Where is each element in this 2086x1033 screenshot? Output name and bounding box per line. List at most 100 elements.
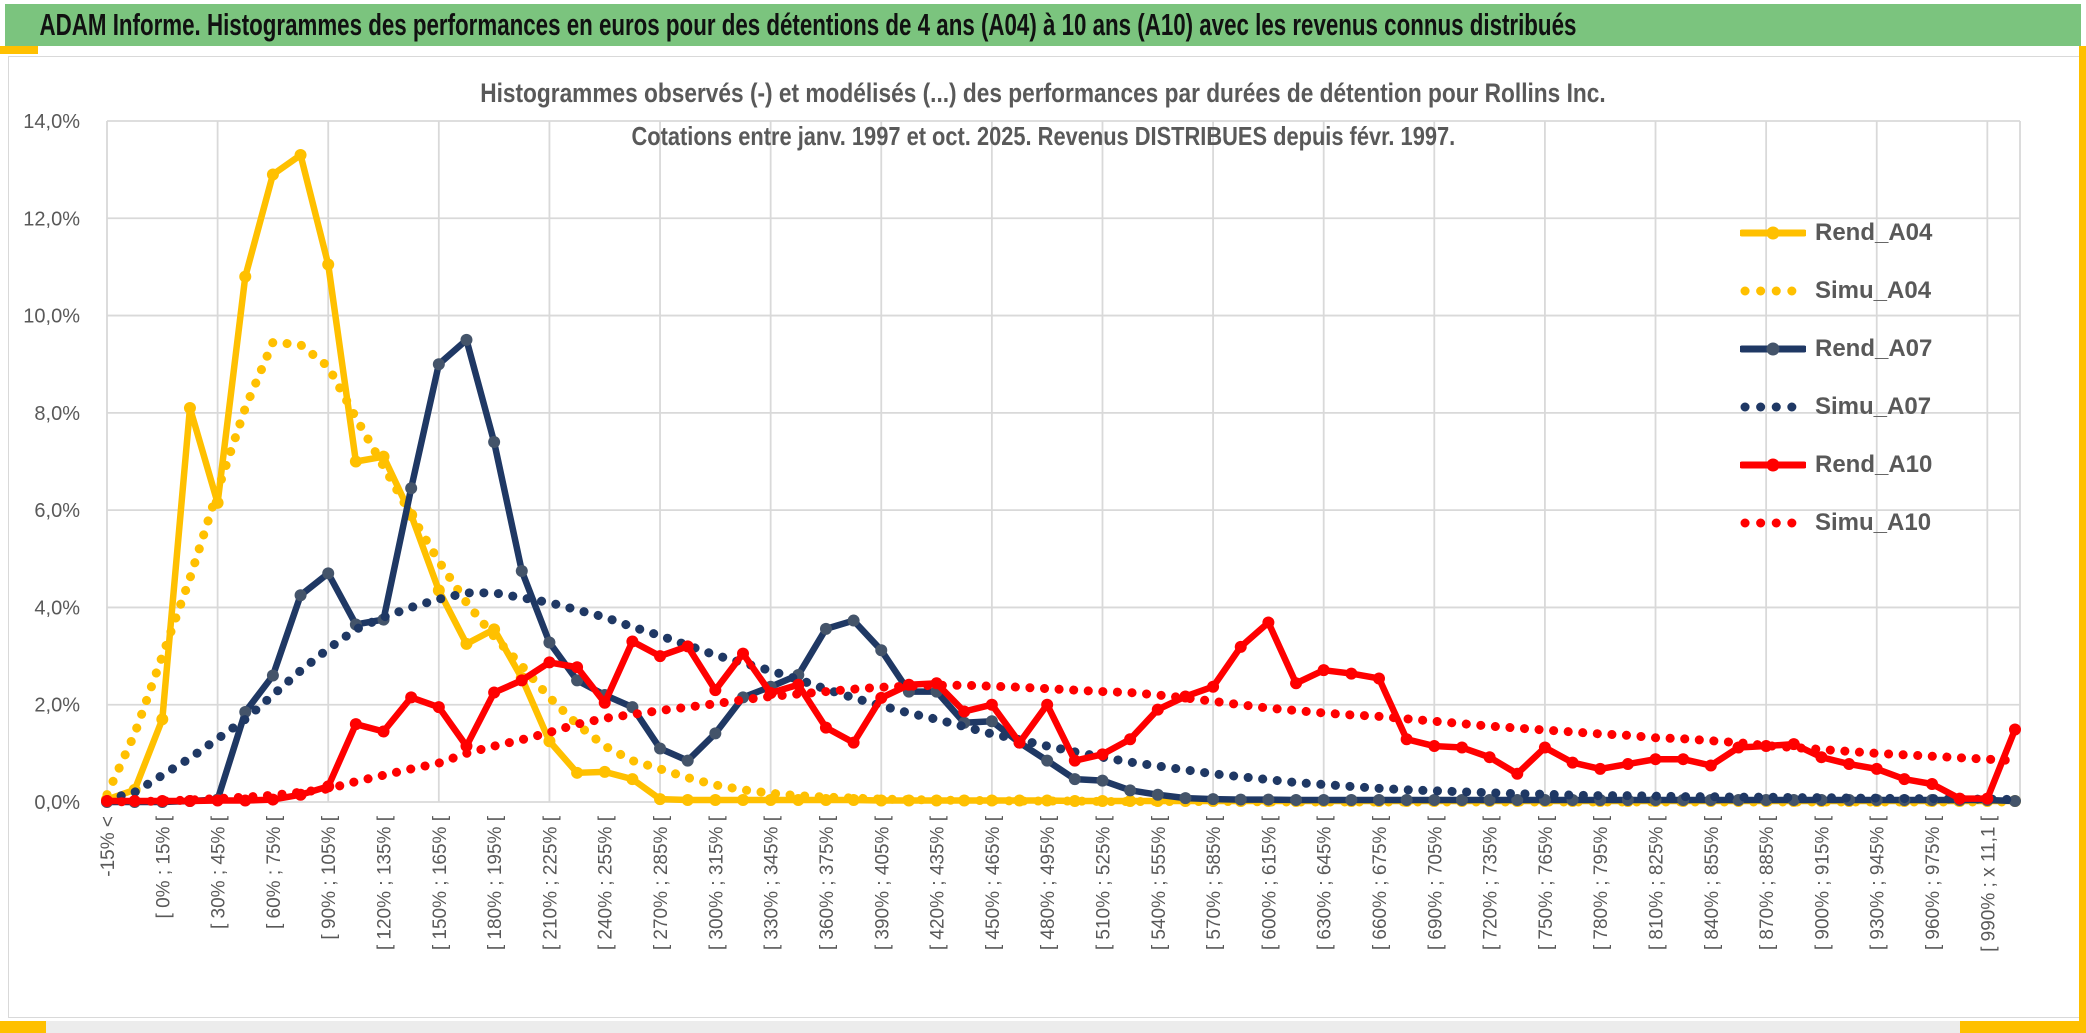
legend-item-Simu_A10[interactable]: Simu_A10 xyxy=(1740,494,1932,552)
series-marker-Rend_A07 xyxy=(1124,784,1137,797)
series-line-Rend_A10 xyxy=(103,619,2019,805)
x-axis-bin-label: [ 420% ; 435% [ xyxy=(928,815,949,950)
x-axis-bin-label: [ 390% ; 405% [ xyxy=(872,815,893,950)
legend-swatch-solid xyxy=(1740,226,1806,240)
series-line-Rend_A07 xyxy=(103,336,2019,806)
x-axis-bin-label: [ 450% ; 465% [ xyxy=(983,815,1004,950)
chart-legend: Rend_A04 Simu_A04 Rend_A07 Simu_A07 Rend_A10… xyxy=(1740,204,1932,552)
series-marker-Rend_A10 xyxy=(875,691,888,704)
series-marker-Rend_A04 xyxy=(183,401,196,414)
x-axis-bin-label: [ 990% ; x 11,1 [ xyxy=(1978,815,1999,952)
series-marker-Rend_A10 xyxy=(1511,767,1524,780)
legend-swatch-dotted xyxy=(1740,518,1806,528)
chart-title: Histogrammes observés (-) et modélisés (… xyxy=(480,78,1606,108)
series-marker-Rend_A07 xyxy=(2009,795,2021,808)
series-marker-Rend_A07 xyxy=(1068,773,1081,786)
x-axis-bin-label: [ 720% ; 735% [ xyxy=(1481,815,1502,950)
x-axis-bin-label: [ 870% ; 885% [ xyxy=(1757,815,1778,950)
x-axis-bin-label: [ 810% ; 825% [ xyxy=(1647,815,1668,950)
legend-item-Rend_A04[interactable]: Rend_A04 xyxy=(1740,204,1932,262)
x-axis-bin-label: [ 630% ; 645% [ xyxy=(1315,815,1336,950)
x-axis-bin-label: [ 600% ; 615% [ xyxy=(1259,815,1280,950)
y-axis-tick-label: 8,0% xyxy=(34,403,80,425)
x-axis-bin-label: [ 540% ; 555% [ xyxy=(1149,815,1170,950)
bottom-strip xyxy=(0,1021,2086,1033)
x-axis-bin-label: [ 270% ; 285% [ xyxy=(651,815,672,950)
series-marker-Rend_A10 xyxy=(1981,792,1994,805)
legend-item-Simu_A04[interactable]: Simu_A04 xyxy=(1740,262,1932,320)
series-marker-Rend_A07 xyxy=(322,567,335,580)
series-marker-Rend_A07 xyxy=(681,754,694,767)
series-marker-Rend_A07 xyxy=(432,358,445,371)
legend-label: Simu_A04 xyxy=(1815,277,1932,304)
series-marker-Rend_A04 xyxy=(1068,795,1081,808)
series-marker-Rend_A07 xyxy=(1373,794,1385,807)
x-axis-bin-label: [ 90% ; 105% [ xyxy=(319,815,340,939)
x-axis-bin-label: [ 30% ; 45% [ xyxy=(209,815,230,929)
legend-label: Simu_A07 xyxy=(1815,393,1932,420)
series-marker-Rend_A10 xyxy=(1926,778,1939,791)
series-marker-Rend_A10 xyxy=(737,647,749,660)
series-marker-Rend_A07 xyxy=(875,644,888,657)
series-marker-Rend_A10 xyxy=(488,686,501,699)
x-axis-bin-label: [ 480% ; 495% [ xyxy=(1038,815,1059,950)
series-marker-Rend_A10 xyxy=(1068,754,1081,767)
legend-label: Rend_A10 xyxy=(1815,451,1933,478)
series-marker-Rend_A10 xyxy=(1207,680,1220,693)
series-marker-Rend_A04 xyxy=(294,149,307,162)
series-line-Simu_A07 xyxy=(102,588,2020,805)
series-marker-Rend_A04 xyxy=(737,794,749,807)
series-marker-Rend_A04 xyxy=(156,713,169,726)
x-axis-bin-label: [ 930% ; 945% [ xyxy=(1868,815,1889,950)
legend-item-Simu_A07[interactable]: Simu_A07 xyxy=(1740,378,1932,436)
series-marker-Rend_A07 xyxy=(460,333,473,346)
series-marker-Rend_A10 xyxy=(985,698,998,711)
series-marker-Rend_A07 xyxy=(488,436,501,449)
x-axis-bin-label: [ 960% ; 975% [ xyxy=(1923,815,1944,950)
series-marker-Rend_A07 xyxy=(294,589,307,602)
series-marker-Rend_A10 xyxy=(626,635,639,648)
x-axis-bin-label: [ 780% ; 795% [ xyxy=(1591,815,1612,950)
gold-right-edge-accent xyxy=(2079,46,2086,1033)
legend-swatch-dotted xyxy=(1740,286,1806,296)
series-marker-Rend_A10 xyxy=(847,736,860,749)
legend-item-Rend_A10[interactable]: Rend_A10 xyxy=(1740,436,1932,494)
chart-object-frame[interactable] xyxy=(8,56,2080,1018)
x-axis-bin-label: [ 330% ; 345% [ xyxy=(762,815,783,950)
x-axis-bin-label: [ 660% ; 675% [ xyxy=(1370,815,1391,950)
series-marker-Rend_A07 xyxy=(239,706,252,719)
series-marker-Rend_A10 xyxy=(1898,773,1911,786)
y-axis-tick-label: 4,0% xyxy=(34,597,80,619)
x-axis-bin-label: [ 180% ; 195% [ xyxy=(485,815,506,950)
legend-swatch-solid xyxy=(1740,458,1806,472)
legend-swatch-dotted xyxy=(1740,402,1806,412)
x-axis-bin-label: [ 510% ; 525% [ xyxy=(1093,815,1114,950)
series-marker-Rend_A10 xyxy=(1262,616,1275,629)
series-marker-Rend_A04 xyxy=(709,794,722,807)
sheet-header-bar: ADAM Informe. Histogrammes des performan… xyxy=(5,4,2081,46)
series-marker-Rend_A10 xyxy=(1096,748,1109,761)
series-marker-Rend_A07 xyxy=(405,482,418,495)
y-axis-tick-label: 6,0% xyxy=(34,500,80,522)
series-marker-Rend_A07 xyxy=(1179,792,1192,805)
series-marker-Rend_A07 xyxy=(709,727,722,740)
series-marker-Rend_A10 xyxy=(792,678,805,691)
series-marker-Rend_A10 xyxy=(1649,753,1662,766)
series-marker-Rend_A07 xyxy=(1345,794,1358,807)
series-marker-Rend_A07 xyxy=(1151,788,1164,801)
series-marker-Rend_A10 xyxy=(598,696,611,709)
x-axis-bin-label: [ 150% ; 165% [ xyxy=(430,815,451,950)
gold-bottom-left-accent xyxy=(0,1021,46,1033)
legend-item-Rend_A07[interactable]: Rend_A07 xyxy=(1740,320,1932,378)
series-marker-Rend_A10 xyxy=(432,701,445,714)
y-axis-tick-label: 14,0% xyxy=(23,111,80,133)
gold-bottom-right-accent xyxy=(1960,1021,2086,1033)
series-marker-Rend_A04 xyxy=(598,765,611,778)
series-marker-Rend_A10 xyxy=(1677,753,1690,766)
series-marker-Rend_A10 xyxy=(405,691,418,704)
y-axis-tick-label: 12,0% xyxy=(23,208,80,230)
x-axis-bin-label: [ 840% ; 855% [ xyxy=(1702,815,1723,950)
series-marker-Rend_A10 xyxy=(1953,792,1966,805)
x-axis-bin-label: [ 750% ; 765% [ xyxy=(1536,815,1557,950)
series-marker-Rend_A10 xyxy=(377,725,390,738)
